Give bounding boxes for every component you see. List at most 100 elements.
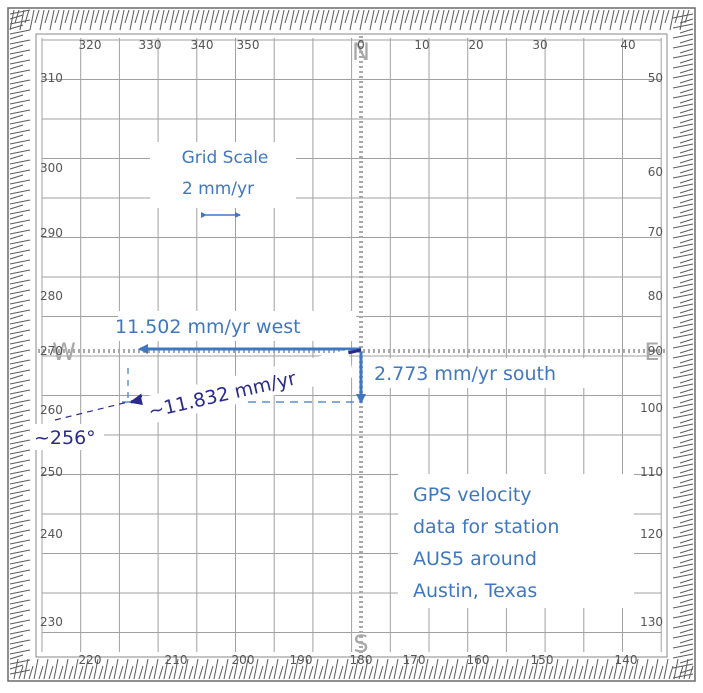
tick-bottom xyxy=(583,658,589,680)
tick-left xyxy=(9,324,24,330)
tick-right xyxy=(679,98,694,104)
tick-bottom xyxy=(208,665,214,680)
tick-bottom xyxy=(48,665,54,680)
tick-bottom xyxy=(83,658,89,680)
tick-top xyxy=(604,9,610,24)
tick-right xyxy=(679,28,694,34)
tick-left xyxy=(9,624,24,630)
tick-left xyxy=(9,449,31,455)
tick-right xyxy=(679,618,694,624)
tick-bottom xyxy=(98,665,104,680)
tick-top xyxy=(34,9,40,24)
tick-top xyxy=(164,9,170,24)
tick-left xyxy=(9,614,24,620)
tick-left xyxy=(9,139,31,145)
tick-top xyxy=(339,9,345,31)
tick-right xyxy=(672,183,694,189)
tick-top xyxy=(554,9,560,24)
tick-bottom xyxy=(598,665,604,680)
tick-bottom xyxy=(633,658,639,680)
tick-left xyxy=(9,44,24,50)
tick-top xyxy=(609,9,615,31)
bottom-degree-label: 220 xyxy=(79,653,102,667)
tick-right xyxy=(679,598,694,604)
tick-top xyxy=(414,9,420,24)
tick-right xyxy=(672,633,694,639)
tick-left xyxy=(9,669,31,675)
tick-right xyxy=(679,228,694,234)
tick-right xyxy=(672,93,694,99)
tick-left xyxy=(9,539,31,545)
tick-right xyxy=(679,128,694,134)
left-degree-label: 230 xyxy=(40,615,63,629)
tick-left xyxy=(9,84,24,90)
tick-top xyxy=(259,9,265,31)
tick-top xyxy=(674,9,680,24)
tick-left xyxy=(9,339,31,345)
tick-bottom xyxy=(218,665,224,680)
tick-bottom xyxy=(338,665,344,680)
tick-left xyxy=(9,284,24,290)
tick-left xyxy=(9,74,24,80)
tick-right xyxy=(679,448,694,454)
tick-top xyxy=(669,9,675,31)
tick-right xyxy=(672,513,694,519)
tick-bottom xyxy=(423,658,429,680)
tick-left xyxy=(9,59,31,65)
tick-right xyxy=(672,383,694,389)
tick-left xyxy=(9,69,31,75)
tick-left xyxy=(9,639,31,645)
tick-left xyxy=(9,419,31,425)
tick-left xyxy=(9,524,24,530)
tick-top xyxy=(139,9,145,31)
tick-bottom xyxy=(538,665,544,680)
tick-bottom xyxy=(573,658,579,680)
tick-left xyxy=(9,359,31,365)
tick-left xyxy=(9,49,31,55)
tick-left xyxy=(9,544,24,550)
tick-left xyxy=(9,464,24,470)
left-degree-label: 300 xyxy=(40,161,63,175)
tick-right xyxy=(672,33,694,39)
tick-right xyxy=(679,218,694,224)
tick-right xyxy=(679,328,694,334)
tick-top xyxy=(309,9,315,31)
tick-right xyxy=(672,253,694,259)
tick-left xyxy=(9,534,24,540)
tick-bottom xyxy=(173,658,179,680)
tick-top xyxy=(214,9,220,24)
tick-left xyxy=(9,144,24,150)
tick-top xyxy=(79,9,85,31)
tick-top xyxy=(249,9,255,31)
tick-left xyxy=(9,234,24,240)
tick-top xyxy=(649,9,655,31)
bottom-degree-label: 200 xyxy=(232,653,255,667)
tick-top xyxy=(614,9,620,24)
tick-left xyxy=(9,529,31,535)
left-degree-label: 310 xyxy=(40,71,63,85)
tick-bottom xyxy=(628,665,634,680)
tick-left xyxy=(9,454,24,460)
tick-right xyxy=(679,158,694,164)
tick-right xyxy=(672,203,694,209)
tick-right xyxy=(679,388,694,394)
tick-right xyxy=(679,528,694,534)
tick-right xyxy=(672,13,694,19)
tick-right xyxy=(679,298,694,304)
tick-top xyxy=(509,9,515,31)
tick-top xyxy=(549,9,555,31)
tick-bottom xyxy=(113,658,119,680)
tick-bottom xyxy=(618,665,624,680)
tick-left xyxy=(9,429,31,435)
tick-top xyxy=(634,9,640,24)
tick-top xyxy=(84,9,90,24)
tick-left xyxy=(9,299,31,305)
tick-bottom xyxy=(653,658,659,680)
top-degree-label: 20 xyxy=(468,38,483,52)
tick-right xyxy=(679,268,694,274)
tick-left xyxy=(9,159,31,165)
tick-left xyxy=(9,564,24,570)
tick-bottom xyxy=(313,658,319,680)
tick-left xyxy=(9,289,31,295)
tick-bottom xyxy=(133,658,139,680)
